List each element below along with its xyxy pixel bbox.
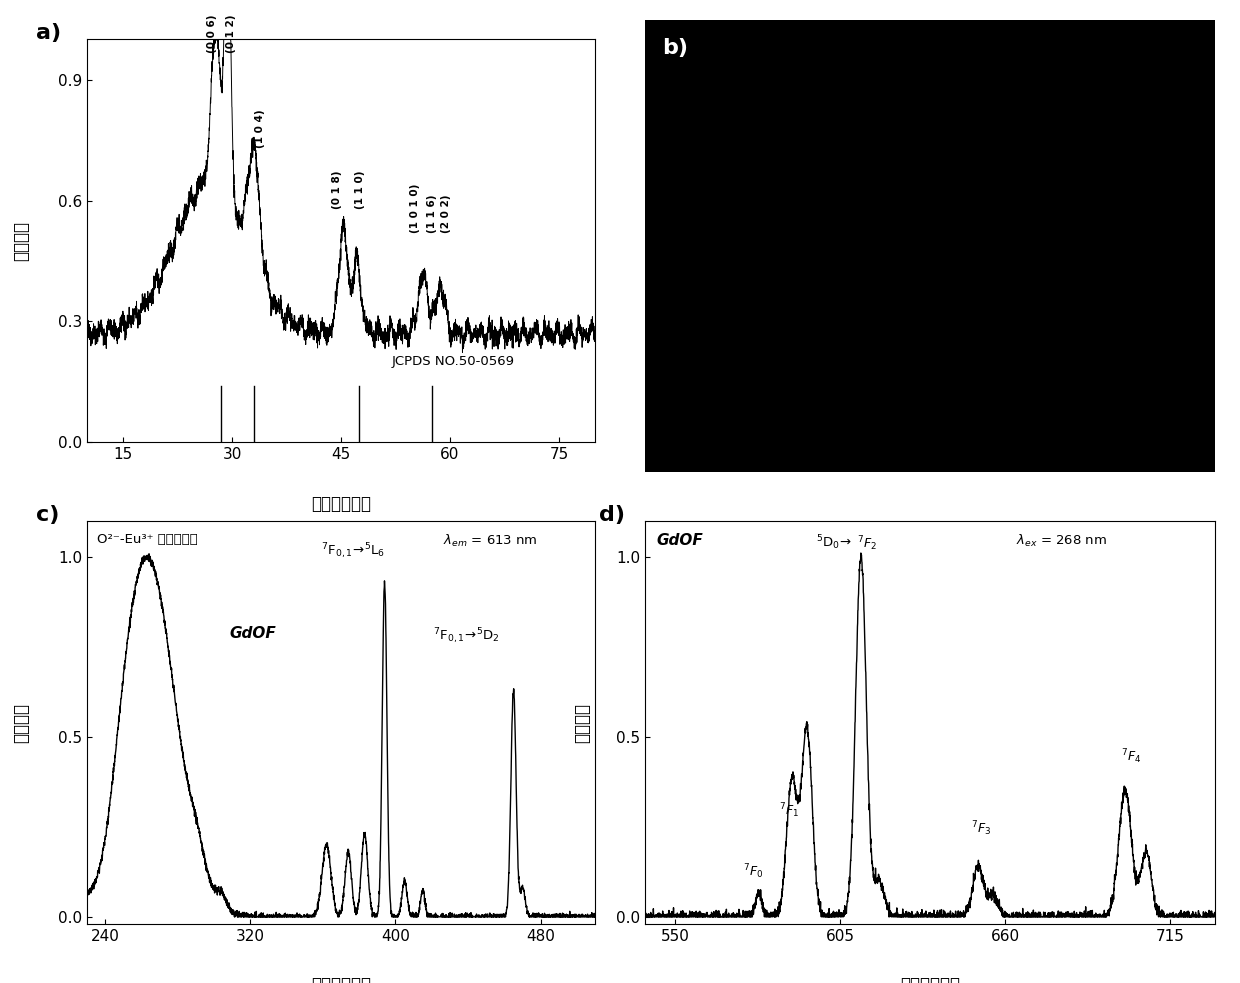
Text: GdOF: GdOF <box>229 626 277 641</box>
Text: (2 0 2): (2 0 2) <box>441 195 451 233</box>
Text: 相对强度: 相对强度 <box>573 703 591 742</box>
Text: c): c) <box>36 505 60 525</box>
Text: (0 1 8): (0 1 8) <box>332 170 342 208</box>
Text: 波长（纳米）: 波长（纳米） <box>311 976 371 983</box>
Text: $^7F_4$: $^7F_4$ <box>1121 747 1141 766</box>
Text: $^5\mathrm{D}_0\!\rightarrow$: $^5\mathrm{D}_0\!\rightarrow$ <box>816 533 852 551</box>
Text: (1 0 1 0): (1 0 1 0) <box>410 184 420 233</box>
Text: $^7F_1$: $^7F_1$ <box>779 801 799 820</box>
Text: (1 1 6): (1 1 6) <box>427 195 436 233</box>
Text: $^7\mathrm{F}_{0,1}\!\rightarrow\!^5\mathrm{D}_2$: $^7\mathrm{F}_{0,1}\!\rightarrow\!^5\mat… <box>433 626 500 646</box>
Text: O²⁻-Eu³⁺ 电荷迁移带: O²⁻-Eu³⁺ 电荷迁移带 <box>97 533 197 547</box>
Text: JCPDS NO.50-0569: JCPDS NO.50-0569 <box>392 355 515 369</box>
Text: $^7\mathrm{F}_{0,1}\!\rightarrow\!^5\mathrm{L}_6$: $^7\mathrm{F}_{0,1}\!\rightarrow\!^5\mat… <box>321 541 384 561</box>
Text: $^7F_2$: $^7F_2$ <box>857 535 877 553</box>
Text: (1 0 4): (1 0 4) <box>254 109 264 148</box>
Text: 相对强度: 相对强度 <box>11 221 30 260</box>
Text: $^7F_3$: $^7F_3$ <box>971 819 991 838</box>
Text: 相对强度: 相对强度 <box>11 703 30 742</box>
Text: (0 1 2): (0 1 2) <box>227 15 237 53</box>
Text: $\lambda_{ex}$ = 268 nm: $\lambda_{ex}$ = 268 nm <box>1016 533 1106 549</box>
Text: (1 1 0): (1 1 0) <box>355 170 365 208</box>
Text: GdOF: GdOF <box>656 533 703 549</box>
Text: (0 0 6): (0 0 6) <box>207 15 217 53</box>
Text: 衍射角（度）: 衍射角（度） <box>311 494 371 513</box>
Text: b): b) <box>662 37 688 58</box>
Text: a): a) <box>36 24 61 43</box>
Text: d): d) <box>599 505 625 525</box>
Text: 波长（纳米）: 波长（纳米） <box>900 976 960 983</box>
Text: $\lambda_{em}$ = 613 nm: $\lambda_{em}$ = 613 nm <box>443 533 537 549</box>
Text: $^7F_0$: $^7F_0$ <box>743 862 763 881</box>
